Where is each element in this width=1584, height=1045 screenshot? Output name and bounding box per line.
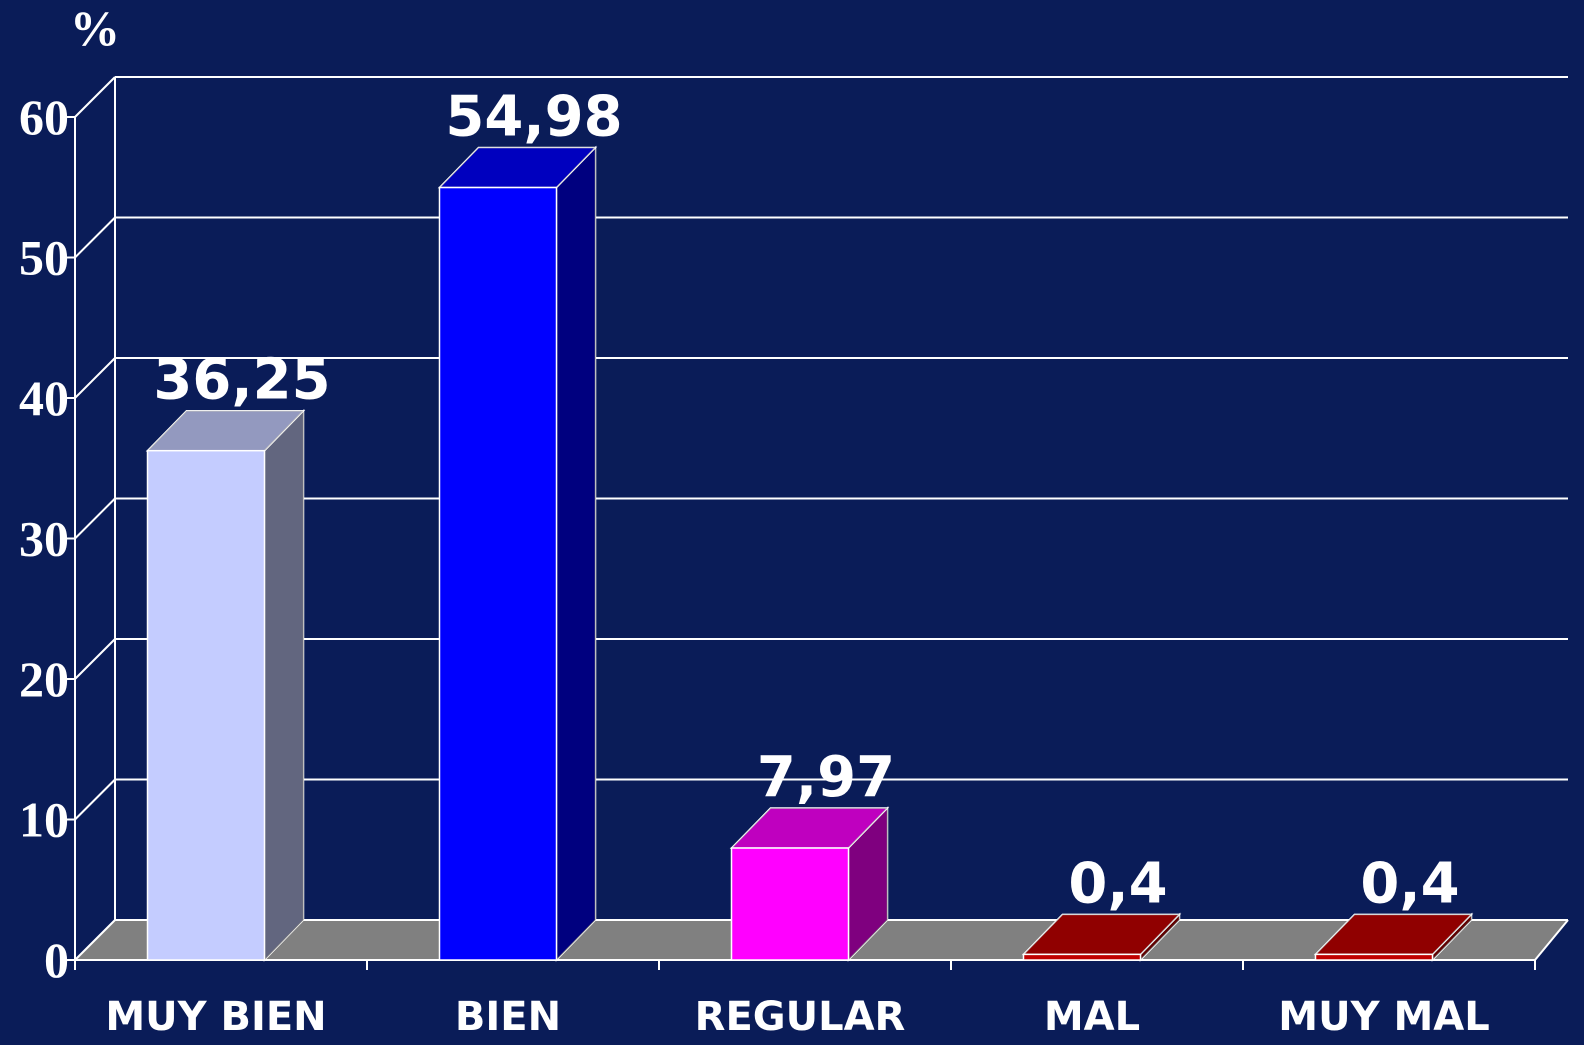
bar xyxy=(1022,953,1142,961)
bar-top-shade xyxy=(1023,914,1180,955)
bar-top-shade xyxy=(731,808,888,849)
y-tick-label: 50 xyxy=(19,230,69,286)
value-label: 54,98 xyxy=(445,85,622,150)
bar-side-shade xyxy=(1140,914,1180,960)
bar-side-shade xyxy=(848,808,888,960)
bar-side-shade xyxy=(1432,914,1472,960)
y-tick-label: 60 xyxy=(19,89,69,145)
x-tick-label: MUY BIEN xyxy=(105,994,326,1040)
x-tick-label: MAL xyxy=(1044,994,1140,1040)
grid-line-side xyxy=(74,778,116,821)
value-label: 7,97 xyxy=(757,745,895,810)
grid-line-side xyxy=(74,357,116,399)
bar xyxy=(438,186,558,961)
y-tick-label: 10 xyxy=(19,792,69,848)
grid-line-side xyxy=(74,76,116,118)
x-tick-label: BIEN xyxy=(455,994,561,1040)
bar xyxy=(1314,953,1434,961)
grid-line-side xyxy=(74,638,116,680)
grid-line-side xyxy=(74,497,116,540)
x-tick-label: MUY MAL xyxy=(1278,994,1489,1040)
bar xyxy=(146,449,266,961)
grid-line-side xyxy=(74,216,116,259)
x-tick-label: REGULAR xyxy=(695,994,906,1040)
value-label: 36,25 xyxy=(153,348,330,413)
floor-edge xyxy=(1534,919,1569,961)
bar-top-shade xyxy=(1315,914,1472,955)
y-tick-label: 0 xyxy=(44,932,69,988)
bar-top-shade xyxy=(439,147,596,188)
grid-line-side xyxy=(74,919,116,961)
bar xyxy=(730,847,850,961)
y-tick-label: 20 xyxy=(19,651,69,707)
y-tick-label: 40 xyxy=(19,370,69,426)
value-label: 0,4 xyxy=(1068,851,1167,916)
bar-side-shade xyxy=(264,410,304,960)
y-axis-label: % xyxy=(70,0,120,56)
bar-top-shade xyxy=(147,410,304,451)
bar-side-shade xyxy=(556,147,596,960)
y-tick-label: 30 xyxy=(19,511,69,567)
value-label: 0,4 xyxy=(1360,851,1459,916)
